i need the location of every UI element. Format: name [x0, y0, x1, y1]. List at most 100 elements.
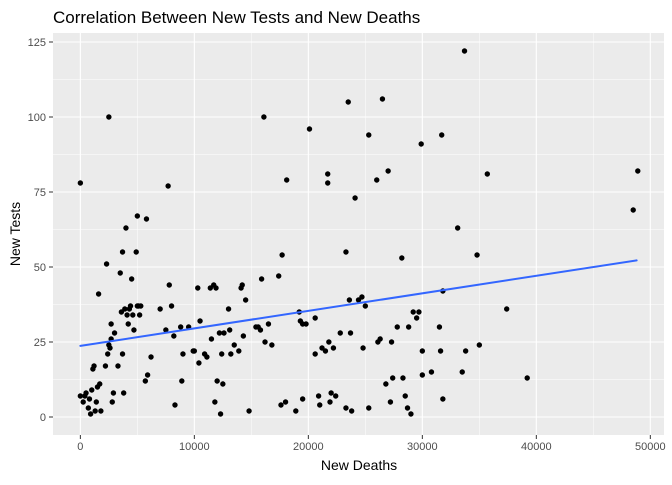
data-point [439, 132, 445, 138]
data-point [86, 396, 93, 402]
data-point [328, 390, 334, 396]
data-point [282, 399, 289, 405]
data-point [136, 312, 143, 318]
y-tick-label: 75 [34, 187, 46, 199]
data-point [85, 405, 92, 411]
data-point [220, 381, 226, 387]
y-tick-label: 25 [34, 337, 46, 349]
data-point [110, 390, 117, 396]
data-point [98, 408, 104, 414]
data-point [180, 351, 186, 357]
data-point [138, 303, 144, 309]
data-point [166, 282, 172, 288]
data-point [388, 339, 395, 345]
data-point [125, 321, 131, 327]
data-point [325, 180, 331, 186]
data-point [246, 408, 252, 414]
data-point [322, 348, 329, 354]
data-point [265, 321, 272, 327]
data-point [374, 177, 380, 183]
data-point [106, 114, 112, 120]
data-point [95, 291, 102, 297]
data-point [108, 321, 114, 327]
data-point [97, 381, 103, 387]
data-point [130, 312, 136, 318]
data-point [428, 369, 435, 375]
data-point [77, 393, 84, 399]
y-tick-label: 50 [34, 262, 46, 274]
data-point [87, 411, 94, 417]
data-point [80, 399, 86, 405]
data-point [484, 171, 491, 177]
data-point [239, 282, 245, 288]
data-point [89, 387, 95, 393]
x-tick-label: 10000 [179, 441, 210, 453]
data-point [102, 363, 109, 369]
data-point [142, 378, 149, 384]
data-point [635, 168, 641, 174]
data-point [413, 315, 420, 321]
data-point [419, 372, 426, 378]
data-point [242, 297, 249, 303]
data-point [276, 273, 282, 279]
data-point [459, 369, 465, 375]
data-point [258, 276, 265, 282]
data-point [115, 363, 121, 369]
data-point [387, 399, 394, 405]
data-point [476, 342, 483, 348]
data-point [165, 183, 171, 189]
data-point [345, 99, 351, 105]
data-point [124, 312, 130, 318]
data-point [228, 351, 234, 357]
data-point [410, 309, 416, 315]
data-point [462, 348, 469, 354]
data-point [226, 327, 233, 333]
data-point [240, 333, 247, 339]
data-point [111, 330, 118, 336]
data-point [343, 405, 349, 411]
data-point [103, 261, 110, 267]
data-point [437, 348, 444, 354]
data-point [404, 405, 411, 411]
data-point [195, 285, 201, 291]
x-tick-label: 20000 [293, 441, 324, 453]
data-point [91, 363, 97, 369]
trend-line [79, 259, 638, 347]
data-point [217, 411, 224, 417]
data-point [117, 270, 123, 276]
data-point [197, 318, 203, 324]
data-point [92, 408, 98, 414]
data-point [366, 405, 372, 411]
data-point [219, 351, 225, 357]
data-point [402, 393, 408, 399]
x-tick-label: 50000 [635, 441, 666, 453]
data-point [127, 303, 134, 309]
x-tick-label: 40000 [521, 441, 552, 453]
data-point [377, 336, 383, 342]
x-tick-label: 0 [77, 441, 83, 453]
data-point [93, 399, 100, 405]
data-point [408, 411, 414, 417]
data-point [278, 402, 284, 408]
x-axis: 0 10000 20000 30000 40000 50000 [77, 435, 666, 453]
data-point [419, 348, 426, 354]
x-axis-title: New Deaths [321, 457, 397, 473]
data-point [400, 375, 406, 381]
data-point [454, 225, 461, 231]
data-point [385, 168, 391, 174]
data-point [109, 399, 115, 405]
data-point [399, 255, 405, 261]
data-point [179, 378, 185, 384]
data-point [362, 303, 369, 309]
data-point [225, 306, 232, 312]
x-tick-label: 30000 [407, 441, 438, 453]
data-point [330, 345, 337, 351]
data-point [123, 225, 129, 231]
data-point [148, 354, 154, 360]
data-point [405, 324, 412, 330]
data-point [144, 372, 151, 378]
data-point [346, 297, 353, 303]
grid-lines [53, 33, 664, 435]
